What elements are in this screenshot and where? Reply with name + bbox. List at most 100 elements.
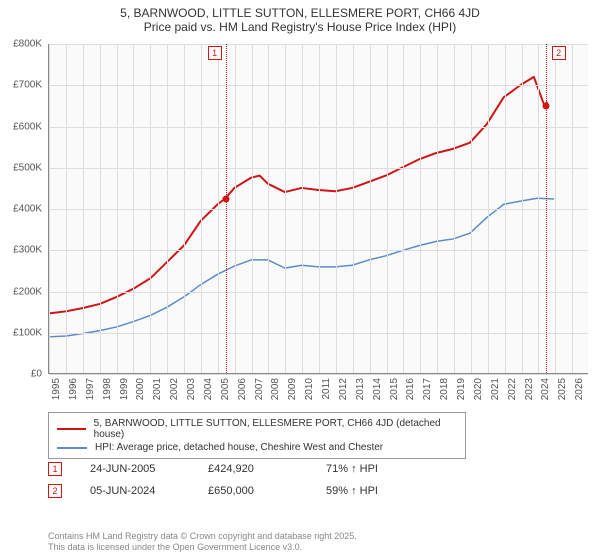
grid-v <box>336 44 337 373</box>
grid-v <box>387 44 388 373</box>
grid-v <box>201 44 202 373</box>
grid-v <box>184 44 185 373</box>
xtick-label: 2006 <box>237 378 248 400</box>
grid-v <box>471 44 472 373</box>
xtick-label: 2025 <box>557 378 568 400</box>
series-price_paid <box>49 77 547 313</box>
xtick-label: 2007 <box>254 378 265 400</box>
xtick-label: 2001 <box>152 378 163 400</box>
xtick-label: 1996 <box>68 378 79 400</box>
sale-marker-box: 1 <box>208 46 222 60</box>
marker-price: £424,920 <box>208 463 298 475</box>
grid-v <box>235 44 236 373</box>
xtick-label: 2002 <box>169 378 180 400</box>
xtick-label: 2022 <box>507 378 518 400</box>
xtick-label: 2018 <box>439 378 450 400</box>
grid-v <box>370 44 371 373</box>
marker-row: 124-JUN-2005£424,92071% ↑ HPI <box>48 458 416 480</box>
title-line-2: Price paid vs. HM Land Registry's House … <box>10 20 590 34</box>
grid-v <box>420 44 421 373</box>
xtick-label: 2004 <box>203 378 214 400</box>
sale-dot <box>222 195 229 202</box>
xtick-label: 2023 <box>524 378 535 400</box>
xtick-label: 2009 <box>287 378 298 400</box>
xtick-label: 2003 <box>186 378 197 400</box>
marker-row-box: 1 <box>48 462 62 476</box>
xtick-label: 2017 <box>422 378 433 400</box>
xtick-label: 2016 <box>405 378 416 400</box>
marker-row-box: 2 <box>48 484 62 498</box>
xtick-label: 2020 <box>473 378 484 400</box>
marker-delta: 59% ↑ HPI <box>326 485 416 497</box>
grid-v <box>133 44 134 373</box>
grid-v <box>302 44 303 373</box>
xtick-label: 1995 <box>51 378 62 400</box>
sale-markers-table: 124-JUN-2005£424,92071% ↑ HPI205-JUN-202… <box>48 458 416 502</box>
marker-date: 05-JUN-2024 <box>90 485 180 497</box>
legend-swatch-price-paid <box>57 428 86 430</box>
grid-v <box>353 44 354 373</box>
ytick-label: £600K <box>0 121 42 132</box>
grid-v <box>49 44 50 373</box>
grid-v <box>555 44 556 373</box>
grid-v <box>403 44 404 373</box>
ytick-label: £300K <box>0 245 42 256</box>
grid-h <box>49 374 588 375</box>
legend-row-hpi: HPI: Average price, detached house, Ches… <box>57 441 457 454</box>
footer-attribution: Contains HM Land Registry data © Crown c… <box>48 531 357 554</box>
grid-v <box>167 44 168 373</box>
chart-area: 12 £0£100K£200K£300K£400K£500K£600K£700K… <box>48 44 588 374</box>
grid-v <box>319 44 320 373</box>
xtick-label: 1997 <box>85 378 96 400</box>
marker-price: £650,000 <box>208 485 298 497</box>
ytick-label: £700K <box>0 80 42 91</box>
grid-v <box>437 44 438 373</box>
grid-v <box>252 44 253 373</box>
xtick-label: 1998 <box>102 378 113 400</box>
ytick-label: £0 <box>0 369 42 380</box>
grid-v <box>66 44 67 373</box>
grid-v <box>522 44 523 373</box>
xtick-label: 2010 <box>304 378 315 400</box>
grid-v <box>454 44 455 373</box>
grid-v <box>488 44 489 373</box>
sale-dot <box>542 102 549 109</box>
legend-swatch-hpi <box>57 447 87 449</box>
xtick-label: 2011 <box>321 378 332 400</box>
grid-v <box>268 44 269 373</box>
xtick-label: 2005 <box>220 378 231 400</box>
grid-v <box>285 44 286 373</box>
xtick-label: 2019 <box>456 378 467 400</box>
footer-line-1: Contains HM Land Registry data © Crown c… <box>48 531 357 543</box>
ytick-label: £500K <box>0 162 42 173</box>
title-line-1: 5, BARNWOOD, LITTLE SUTTON, ELLESMERE PO… <box>10 6 590 20</box>
plot-area: 12 <box>48 44 588 374</box>
xtick-label: 2021 <box>490 378 501 400</box>
grid-v <box>505 44 506 373</box>
grid-v <box>117 44 118 373</box>
chart-title: 5, BARNWOOD, LITTLE SUTTON, ELLESMERE PO… <box>0 0 600 36</box>
grid-v <box>572 44 573 373</box>
legend: 5, BARNWOOD, LITTLE SUTTON, ELLESMERE PO… <box>48 412 466 459</box>
legend-row-price-paid: 5, BARNWOOD, LITTLE SUTTON, ELLESMERE PO… <box>57 417 457 441</box>
marker-row: 2 05-JUN-2024 £650,000 59% ↑ HPI <box>48 480 416 502</box>
ytick-label: £800K <box>0 39 42 50</box>
sale-vline <box>546 44 547 373</box>
ytick-label: £400K <box>0 204 42 215</box>
xtick-label: 2013 <box>355 378 366 400</box>
xtick-label: 2000 <box>135 378 146 400</box>
legend-label-price-paid: 5, BARNWOOD, LITTLE SUTTON, ELLESMERE PO… <box>94 418 457 440</box>
xtick-label: 2026 <box>574 378 585 400</box>
xtick-label: 1999 <box>119 378 130 400</box>
marker-date: 24-JUN-2005 <box>90 463 180 475</box>
sale-vline <box>226 44 227 373</box>
xtick-label: 2024 <box>540 378 551 400</box>
ytick-label: £100K <box>0 327 42 338</box>
footer-line-2: This data is licensed under the Open Gov… <box>48 542 357 554</box>
xtick-label: 2008 <box>270 378 281 400</box>
grid-v <box>538 44 539 373</box>
ytick-label: £200K <box>0 286 42 297</box>
sale-marker-box: 2 <box>552 46 566 60</box>
xtick-label: 2015 <box>389 378 400 400</box>
grid-v <box>150 44 151 373</box>
